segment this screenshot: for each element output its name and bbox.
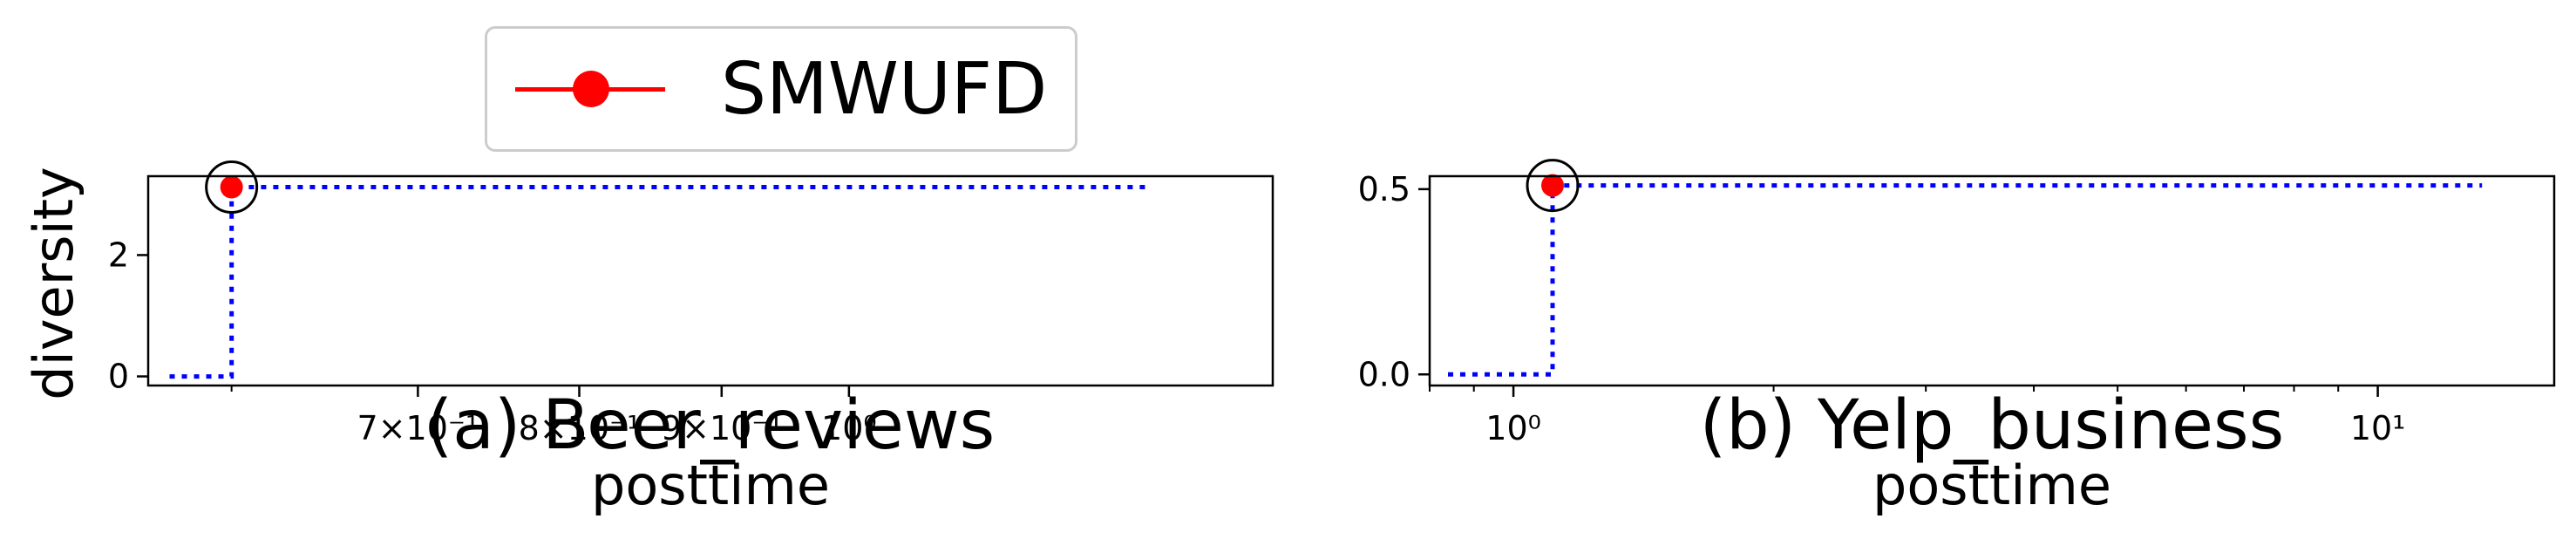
y-tick-label-a: 2 xyxy=(108,235,129,274)
x-axis-label-b: posttime xyxy=(1873,454,2111,517)
smwufd-point-b xyxy=(1541,174,1565,197)
plot-frame-b xyxy=(1428,174,2556,387)
legend: SMWUFD xyxy=(485,26,1077,152)
x-tick-label-a: 7×10⁻¹ xyxy=(357,409,479,447)
x-tick-label-b: 10⁰ xyxy=(1485,409,1541,447)
step-line-a xyxy=(169,185,1148,379)
x-tick-label-a: 8×10⁻¹ xyxy=(519,409,641,447)
y-tick-label-a: 0 xyxy=(108,358,129,396)
y-tick-label-b: 0.5 xyxy=(1358,170,1410,208)
x-tick-label-b: 10¹ xyxy=(2350,409,2406,447)
y-tick-label-b: 0.0 xyxy=(1358,355,1410,393)
legend-marker-swatch xyxy=(573,71,609,107)
smwufd-point-a xyxy=(220,175,243,199)
x-tick-label-a: 9×10⁻¹ xyxy=(661,409,783,447)
step-line-b xyxy=(1448,183,2483,377)
y-axis-label-a: diversity xyxy=(22,167,85,400)
x-axis-label-a: posttime xyxy=(591,454,830,517)
plot-frame-a xyxy=(146,174,1274,387)
panel-caption-a: (a) Beer_reviews xyxy=(425,386,996,465)
legend-label: SMWUFD xyxy=(721,48,1048,131)
highlight-circle-a xyxy=(205,160,259,215)
highlight-circle-b xyxy=(1526,159,1580,213)
x-tick-label-a: 10⁰ xyxy=(821,409,877,447)
panel-caption-b: (b) Yelp_business xyxy=(1699,386,2285,465)
